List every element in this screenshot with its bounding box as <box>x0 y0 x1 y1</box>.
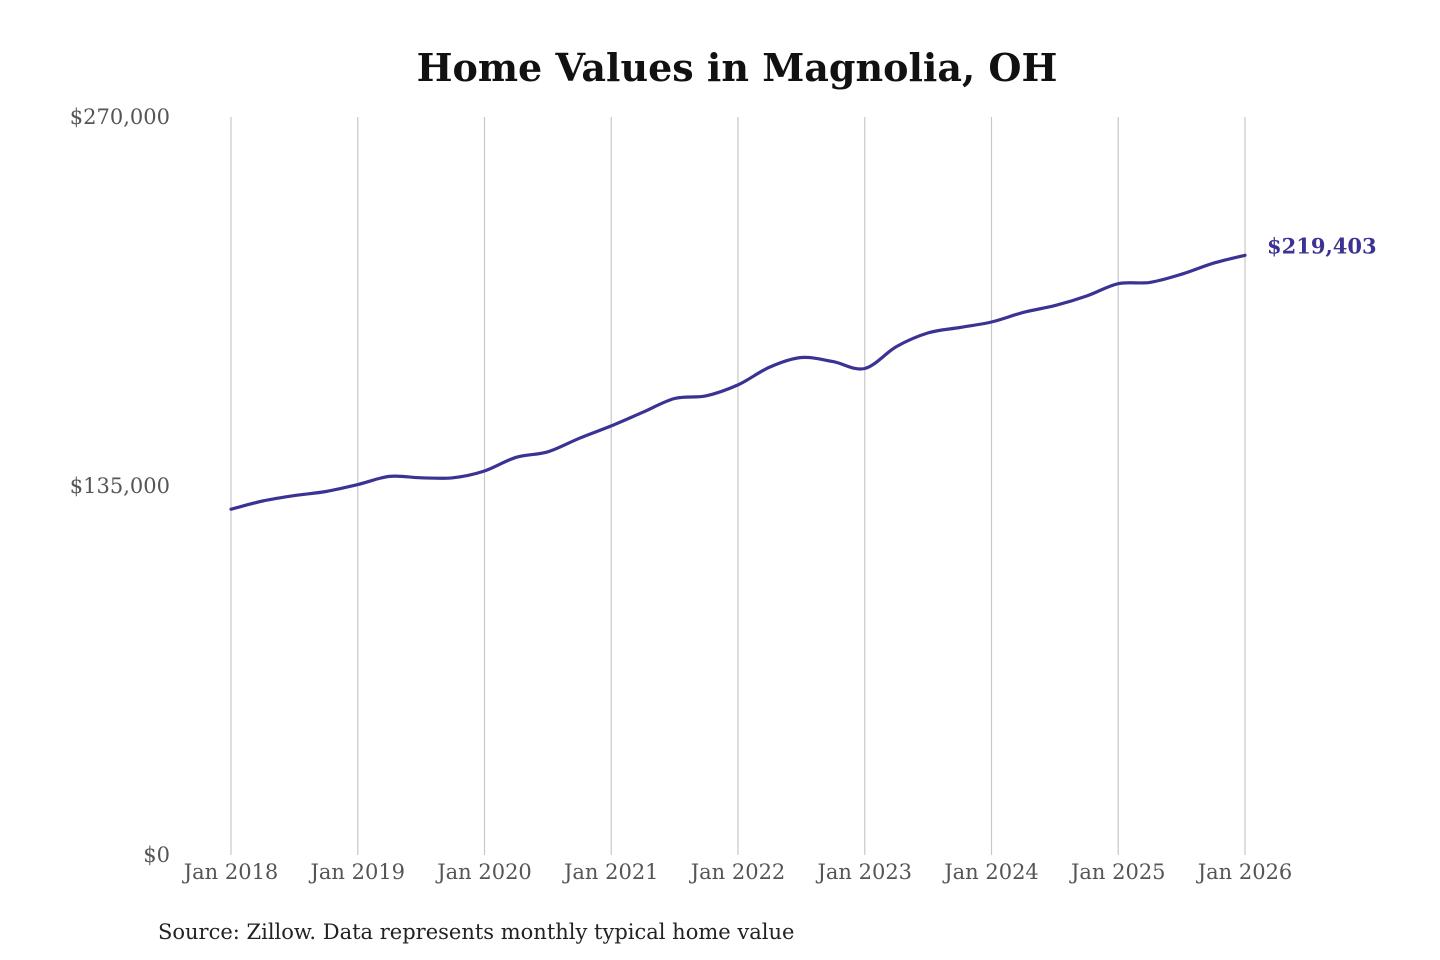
gridlines <box>230 117 1246 855</box>
x-tick-label: Jan 2023 <box>815 860 912 884</box>
x-tick-label: Jan 2025 <box>1069 860 1166 884</box>
y-tick-label: $135,000 <box>70 474 170 498</box>
source-note: Source: Zillow. Data represents monthly … <box>158 920 794 944</box>
x-tick-label: Jan 2022 <box>689 860 786 884</box>
y-tick-label: $270,000 <box>70 105 170 129</box>
x-tick-label: Jan 2019 <box>308 860 405 884</box>
x-tick-label: Jan 2026 <box>1196 860 1293 884</box>
x-tick-label: Jan 2021 <box>562 860 659 884</box>
x-tick-label: Jan 2018 <box>182 860 279 884</box>
end-value-label: $219,403 <box>1267 233 1377 258</box>
chart-title: Home Values in Magnolia, OH <box>417 45 1058 90</box>
x-tick-label: Jan 2024 <box>942 860 1039 884</box>
y-axis-ticks: $0 $135,000 $270,000 <box>70 105 170 867</box>
x-axis-ticks: Jan 2018 Jan 2019 Jan 2020 Jan 2021 Jan 2022… <box>182 860 1293 884</box>
y-tick-label: $0 <box>143 843 170 867</box>
x-tick-label: Jan 2020 <box>435 860 532 884</box>
series-line <box>229 253 1247 511</box>
